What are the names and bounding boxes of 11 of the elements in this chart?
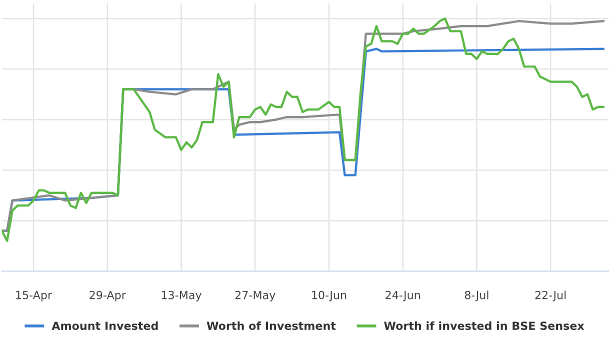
x-tick-label: 8-Jul	[464, 290, 488, 302]
x-tick-label: 29-Apr	[90, 290, 126, 302]
x-tick-label: 27-May	[235, 290, 276, 302]
legend-label: Amount Invested	[52, 321, 158, 330]
x-tick-label: 24-Jun	[386, 290, 420, 302]
x-tick-label: 22-Jul	[535, 290, 566, 302]
legend-label: Worth if invested in BSE Sensex	[384, 321, 584, 330]
x-tick-label: 13-May	[162, 290, 202, 302]
legend-label: Worth of Investment	[206, 321, 336, 330]
x-tick-label: 10-Jun	[312, 290, 346, 302]
x-tick-label: 15-Apr	[16, 290, 52, 302]
